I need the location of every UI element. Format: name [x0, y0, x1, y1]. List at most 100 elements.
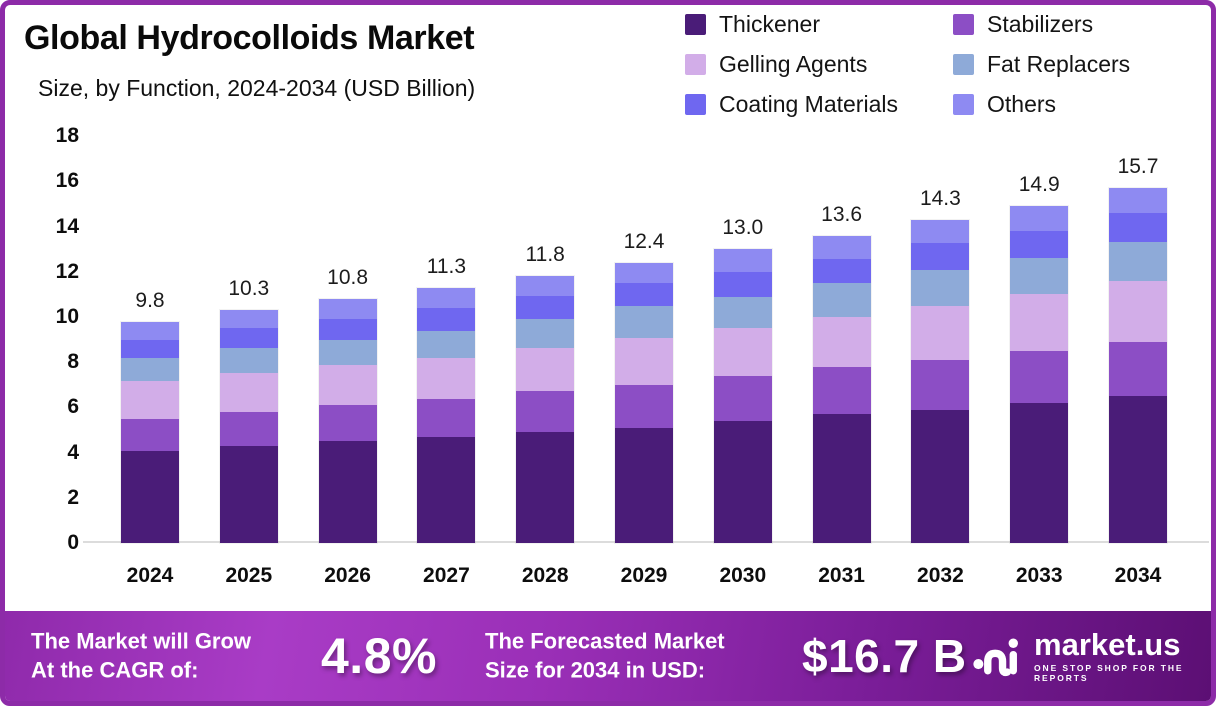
bar-segment-thickener [1010, 402, 1069, 543]
x-axis-tick-label: 2032 [917, 564, 964, 587]
bar-segment-gelling-agents [219, 373, 278, 412]
stacked-bar-2033 [1010, 206, 1069, 543]
bar-segment-coating-materials [121, 340, 179, 359]
bar-segment-coating-materials [713, 271, 772, 297]
x-axis-tick-label: 2030 [719, 564, 767, 587]
bar-segment-gelling-agents [615, 337, 673, 385]
bar-segment-fat-replacers [417, 330, 476, 358]
bar-total-label: 10.3 [228, 277, 270, 300]
y-axis-tick-label: 4 [67, 440, 79, 464]
bar-segment-coating-materials [812, 258, 871, 284]
bar-segment-thickener [417, 436, 476, 543]
cagr-value: 4.8% [321, 628, 437, 684]
bar-segment-others [812, 236, 871, 259]
x-axis-tick-label: 2033 [1015, 564, 1063, 587]
bar-segment-others [121, 322, 179, 341]
y-axis-tick-label: 2 [67, 485, 79, 509]
bar-segment-coating-materials [219, 328, 278, 349]
bar-total-label: 11.3 [426, 255, 467, 278]
bar-segment-stabilizers [911, 360, 970, 410]
bar-total-label: 14.3 [919, 187, 961, 210]
bar-segment-gelling-agents [713, 328, 772, 376]
bar-segment-coating-materials [318, 319, 377, 340]
bar-segment-fat-replacers [1109, 242, 1167, 281]
bar-total-label: 13.0 [722, 216, 764, 239]
bar-segment-stabilizers [318, 405, 377, 442]
legend-item-others: Others [953, 91, 1130, 118]
bar-total-label: 10.8 [327, 266, 369, 289]
stacked-bar-2031 [812, 236, 871, 543]
bar-segment-thickener [516, 432, 575, 543]
bar-segment-thickener [812, 414, 871, 543]
legend-swatch-icon [953, 14, 974, 35]
stacked-bar-2034 [1109, 188, 1167, 543]
y-axis-tick-label: 8 [67, 350, 79, 374]
y-axis-tick-label: 14 [55, 214, 79, 238]
forecast-value: $16.7 B [802, 630, 967, 682]
bar-segment-coating-materials [615, 283, 673, 306]
bar-total-label: 15.7 [1117, 155, 1159, 178]
bar-segment-coating-materials [1010, 230, 1069, 259]
y-axis-tick-label: 12 [55, 259, 79, 283]
stacked-bar-2026 [318, 299, 377, 543]
legend-swatch-icon [685, 14, 706, 35]
bar-segment-gelling-agents [318, 364, 377, 406]
legend-label: Gelling Agents [719, 51, 868, 77]
chart-legend: Thickener Stabilizers Gelling Agents Fat Re… [685, 11, 1130, 118]
stacked-bar-chart: 0 2 4 6 8 10 12 14 16 18 9.8 2024 10.3 2025 10.8 2026 11… [5, 5, 1211, 701]
legend-item-stabilizers: Stabilizers [953, 11, 1130, 38]
bar-segment-others [713, 249, 772, 272]
bar-segment-gelling-agents [121, 380, 179, 419]
x-axis-tick-label: 2027 [423, 564, 470, 587]
stacked-bar-2027 [417, 288, 476, 543]
legend-swatch-icon [953, 54, 974, 75]
bar-total-label: 13.6 [821, 203, 863, 226]
bar-segment-others [615, 263, 673, 284]
bar-segment-others [219, 310, 278, 329]
bar-segment-thickener [219, 445, 278, 543]
bar-segment-stabilizers [1109, 341, 1167, 397]
x-axis-tick-label: 2031 [818, 564, 865, 587]
legend-swatch-icon [685, 54, 706, 75]
bar-segment-gelling-agents [417, 357, 476, 399]
bar-segment-stabilizers [1010, 350, 1069, 403]
bar-segment-stabilizers [121, 418, 179, 451]
y-axis-tick-label: 0 [67, 531, 79, 554]
cagr-caption: The Market will Grow At the CAGR of: [31, 628, 252, 682]
bar-segment-fat-replacers [1010, 258, 1069, 295]
bar-segment-stabilizers [812, 366, 871, 415]
bar-segment-others [1010, 206, 1069, 231]
bar-segment-gelling-agents [1010, 294, 1069, 351]
bar-total-label: 9.8 [135, 289, 165, 312]
x-axis-tick-label: 2029 [620, 564, 668, 587]
bar-segment-fat-replacers [318, 339, 377, 365]
legend-item-coating-materials: Coating Materials [685, 91, 947, 118]
bar-segment-others [516, 276, 575, 297]
legend-label: Thickener [719, 11, 820, 37]
stacked-bar-2028 [516, 276, 575, 543]
bar-segment-fat-replacers [121, 358, 179, 381]
x-axis-tick-label: 2028 [521, 564, 569, 587]
bar-total-label: 11.8 [525, 243, 565, 266]
bar-segment-thickener [911, 409, 970, 543]
legend-item-gelling-agents: Gelling Agents [685, 51, 947, 78]
stacked-bar-2025 [219, 310, 278, 543]
bar-segment-fat-replacers [911, 269, 970, 306]
legend-label: Fat Replacers [987, 51, 1131, 77]
bar-segment-fat-replacers [713, 296, 772, 329]
x-axis-tick-label: 2025 [225, 564, 273, 587]
y-axis-tick-label: 10 [55, 305, 79, 328]
bar-segment-others [911, 220, 970, 243]
bar-segment-gelling-agents [1109, 280, 1167, 342]
legend-label: Stabilizers [987, 11, 1094, 37]
bar-segment-stabilizers [219, 411, 278, 446]
market-us-logo-icon [973, 638, 1018, 677]
bar-segment-coating-materials [1109, 212, 1167, 243]
bar-segment-fat-replacers [615, 305, 673, 338]
bar-segment-others [318, 299, 377, 320]
bar-segment-stabilizers [615, 384, 673, 428]
stacked-bar-2024 [121, 322, 179, 543]
brand-logo: market.us ONE STOP SHOP FOR THE REPORTS [973, 629, 1211, 683]
bar-segment-coating-materials [417, 308, 476, 331]
